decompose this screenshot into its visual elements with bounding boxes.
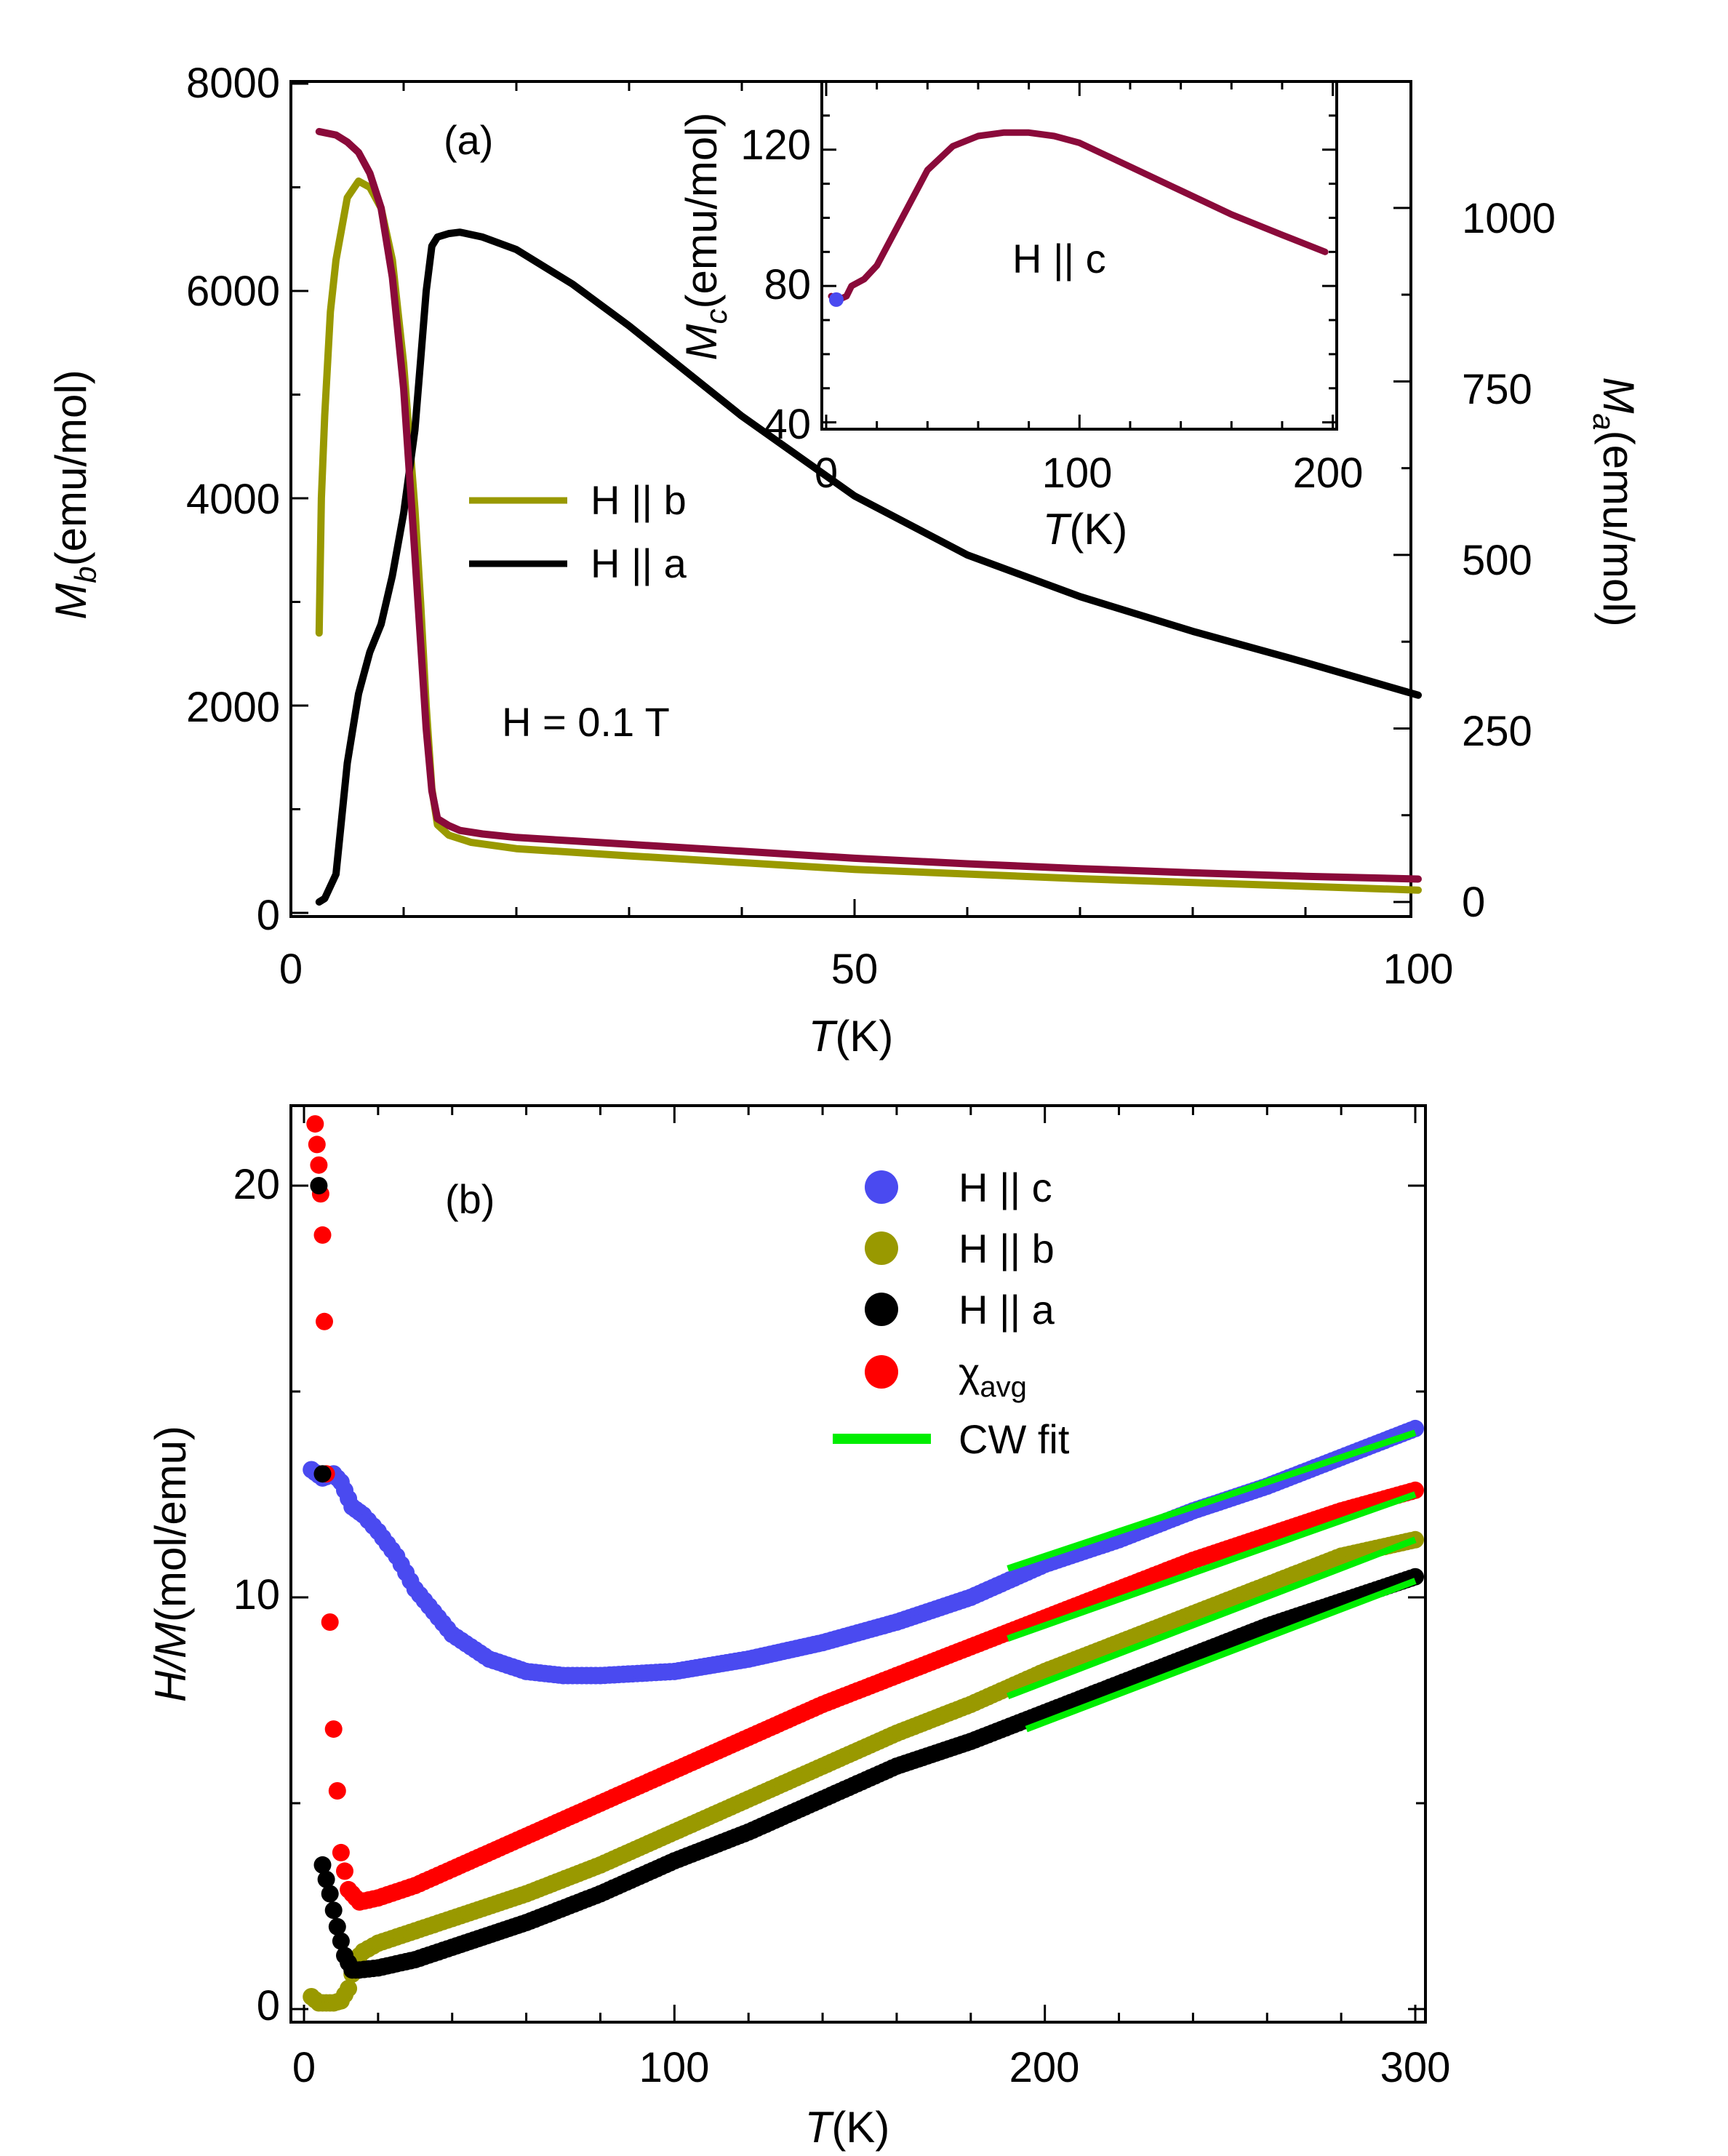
b-series-point-1 — [340, 1979, 358, 1997]
inset-low-t-point — [828, 292, 844, 307]
a-xtick-label: 50 — [831, 946, 879, 993]
panel-b-fits — [1007, 1429, 1417, 1733]
a-series-line-1 — [315, 228, 1422, 906]
b-xtick-label: 0 — [292, 2044, 316, 2091]
a-ytick-left-label: 8000 — [186, 60, 280, 107]
b-series-point-2 — [324, 1901, 343, 1920]
b-xtick-label: 100 — [639, 2044, 710, 2091]
b-cw-fit-line-0 — [1007, 1429, 1417, 1572]
a-ytick-right-label: 1000 — [1462, 195, 1556, 242]
b-xlabel: T(K) — [805, 2103, 890, 2152]
b-cw-fit-line-2 — [1007, 1536, 1417, 1700]
b-series-point-3 — [316, 1312, 333, 1330]
panel-a: 0 50 100 0 2000 4000 6000 8000 0 250 500… — [47, 60, 1643, 1061]
b-ytick-label: 20 — [233, 1161, 280, 1208]
a-legend-label-b: H || b — [591, 477, 687, 523]
b-series-point-3 — [310, 1156, 328, 1174]
panel-b-series — [303, 1115, 1424, 2012]
a-xlabel: T(K) — [809, 1012, 894, 1061]
b-series-point-2 — [321, 1885, 339, 1903]
a-ytick-left-label: 4000 — [186, 476, 280, 523]
panel-b-ticks — [291, 1106, 1425, 2022]
b-cw-fit-line-3 — [1025, 1578, 1417, 1733]
b-series-point-2 — [317, 1870, 335, 1888]
b-legend-marker-c — [865, 1170, 898, 1204]
b-series-point-3 — [321, 1613, 339, 1631]
inset-ytick-label: 120 — [740, 121, 811, 169]
b-legend-label-avg: χavg — [959, 1349, 1027, 1403]
a-ytick-right-label: 750 — [1462, 366, 1532, 413]
b-legend-label-b: H || b — [959, 1226, 1055, 1271]
b-series-point-3 — [324, 1720, 343, 1738]
a-ytick-right-label: 0 — [1462, 879, 1485, 926]
b-legend-marker-a — [865, 1293, 898, 1326]
b-ytick-label: 10 — [233, 1571, 280, 1618]
b-series-point-3 — [308, 1135, 326, 1154]
b-ytick-label: 0 — [257, 1982, 280, 2029]
b-series-point-2 — [328, 1917, 346, 1936]
inset-xlabel: T(K) — [1043, 505, 1128, 554]
a-ytick-left-label: 0 — [257, 892, 280, 939]
a-field-annotation: H = 0.1 T — [502, 699, 670, 745]
a-series-line-2 — [315, 127, 1422, 883]
a-ytick-left-label: 2000 — [186, 684, 280, 731]
b-series-point-3 — [336, 1862, 353, 1880]
inset-xtick-label: 0 — [815, 450, 838, 497]
a-ylabel-right: Ma(emu/mol) — [1587, 377, 1643, 626]
inset-annotation: H || c — [1012, 236, 1106, 282]
panel-a-series — [315, 127, 1422, 906]
inset: 0 100 200 40 80 120 T(K) Mc(emu/mol) H |… — [677, 80, 1364, 554]
b-cw-fit-line-1 — [1007, 1491, 1417, 1642]
a-ytick-right-label: 250 — [1462, 708, 1532, 755]
panel-b: 0 100 200 300 0 10 20 T(K) H/M(mol/emu) … — [146, 1104, 1451, 2152]
b-ylabel: H/M(mol/emu) — [146, 1426, 195, 1702]
b-series-point-3 — [313, 1226, 332, 1244]
inset-xtick-label: 100 — [1042, 450, 1113, 497]
inset-ticks — [822, 81, 1337, 429]
b-legend: H || c H || b H || a χavg CW fit — [833, 1165, 1070, 1462]
a-xtick-label: 0 — [279, 946, 303, 993]
b-legend-label-c: H || c — [959, 1165, 1052, 1210]
b-legend-marker-b — [865, 1231, 898, 1265]
a-panel-label: (a) — [444, 117, 493, 163]
b-legend-marker-avg — [865, 1355, 898, 1389]
b-legend-label-cw: CW fit — [959, 1416, 1070, 1462]
b-series-point-3 — [328, 1782, 346, 1800]
inset-series — [828, 129, 1329, 307]
a-legend: H || b H || a — [469, 477, 687, 586]
inset-series-line-0 — [828, 129, 1329, 303]
b-xtick-label: 200 — [1009, 2044, 1080, 2091]
b-series-point-4 — [310, 1177, 328, 1194]
a-ytick-right-label: 500 — [1462, 537, 1532, 584]
b-legend-label-a: H || a — [959, 1287, 1055, 1333]
panel-b-frame — [289, 1104, 1427, 2024]
a-xtick-label: 100 — [1383, 946, 1454, 993]
a-legend-label-a: H || a — [591, 540, 687, 586]
b-series-point-4 — [313, 1465, 332, 1483]
b-series-point-2 — [313, 1856, 332, 1874]
inset-ylabel: Mc(emu/mol) — [677, 112, 733, 360]
b-series-point-3 — [306, 1115, 324, 1133]
b-panel-label: (b) — [445, 1176, 495, 1222]
inset-ytick-label: 40 — [764, 401, 811, 448]
inset-ytick-label: 80 — [764, 261, 811, 308]
a-ytick-left-label: 6000 — [186, 268, 280, 315]
b-xtick-label: 300 — [1380, 2044, 1451, 2091]
b-series-point-3 — [332, 1843, 350, 1861]
a-ylabel-left: Mb(emu/mol) — [47, 370, 103, 619]
b-series-point-2 — [332, 1932, 350, 1950]
inset-xtick-label: 200 — [1293, 450, 1364, 497]
